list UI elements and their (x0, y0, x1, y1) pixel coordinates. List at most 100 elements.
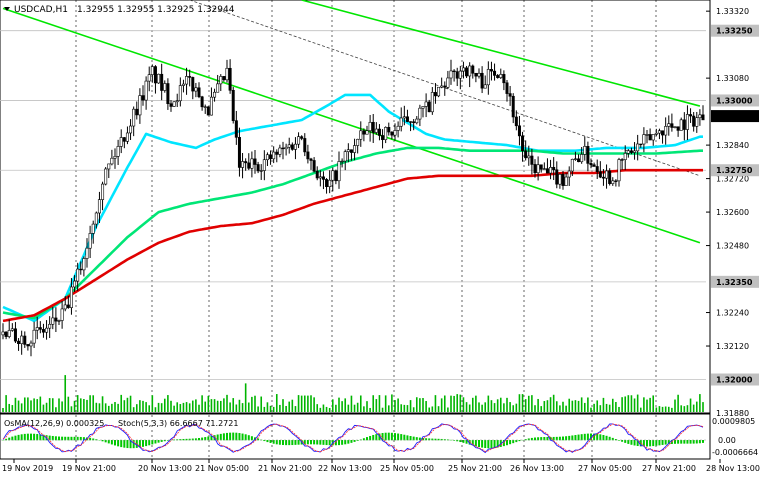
candle-body (41, 329, 45, 333)
osma-bar (366, 437, 368, 441)
candle-body (614, 180, 618, 182)
volume-bar (618, 406, 620, 412)
volume-bar (456, 394, 459, 412)
osma-bar (605, 435, 608, 441)
candle-body (558, 174, 562, 185)
x-tick-label: 27 Nov 05:00 (578, 464, 632, 473)
volume-bar (341, 401, 343, 412)
candle-body (309, 158, 313, 161)
candle-body (474, 72, 478, 77)
volume-bar (437, 406, 440, 412)
volume-bar (219, 400, 222, 412)
volume-bar (633, 398, 636, 412)
volume-bar (294, 406, 297, 412)
volume-bar (699, 394, 701, 412)
osma-bar (104, 440, 107, 443)
candle-body (648, 134, 652, 141)
osma-bar (490, 440, 493, 449)
volume-bar (247, 402, 250, 412)
candle-body (517, 125, 521, 137)
chart-header: USDCAD,H1 1.32955 1.32955 1.32925 1.3294… (4, 5, 235, 15)
candle-body (119, 137, 123, 147)
osma-bar (201, 437, 204, 441)
candle-body (104, 168, 108, 185)
osma-bar (244, 434, 247, 441)
volume-bar (658, 406, 661, 412)
volume-bar (499, 397, 502, 412)
osma-bar (677, 440, 680, 444)
osma-label: OsMA(12,26,9) 0.000325 (4, 419, 104, 428)
dropdown-arrow-icon[interactable] (4, 7, 10, 11)
candle-body (281, 147, 285, 150)
volume-bar (596, 400, 599, 412)
level-badge (711, 275, 759, 288)
candle-body (654, 132, 658, 135)
volume-bar (643, 397, 645, 412)
volume-bar (8, 403, 11, 412)
osma-bar (462, 440, 465, 443)
osma-bar (334, 440, 337, 446)
candle-body (275, 151, 279, 155)
volume-bar (577, 400, 580, 412)
volume-bar (285, 405, 287, 412)
osma-bar (437, 438, 440, 441)
volume-bar (303, 395, 306, 412)
osma-bar (238, 433, 241, 441)
volume-bar (652, 395, 655, 412)
volume-bar (636, 394, 639, 412)
osma-bar (481, 440, 484, 448)
osma-bar (191, 438, 194, 441)
candle-body (110, 157, 114, 165)
volume-bar (64, 375, 67, 412)
osma-bar (291, 440, 294, 446)
osma-bar (222, 433, 225, 441)
volume-bar (384, 395, 387, 412)
volume-bar (583, 402, 586, 412)
candle-body (337, 161, 341, 182)
volume-bar (608, 404, 611, 412)
osma-bar (185, 438, 188, 441)
y-tick-label: 1.32120 (716, 342, 749, 351)
osma-bar (686, 440, 689, 444)
osma-bar (689, 440, 692, 444)
volume-bar (521, 394, 524, 412)
volume-bar (307, 395, 309, 412)
candle-body (209, 96, 213, 116)
osma-bar (642, 440, 645, 447)
volume-bar (630, 395, 633, 412)
time-axis: 19 Nov 2019 19 Nov 21:00 20 Nov 13:00 21 No… (2, 459, 760, 473)
candle-body (315, 170, 319, 179)
volume-bar (387, 405, 390, 412)
candle-body (82, 258, 86, 271)
volume-bar (440, 398, 443, 412)
price-axis: 1.33320 1.33080 1.32840 1.32720 1.32600 1.324… (706, 7, 759, 418)
candle-body (545, 168, 549, 174)
volume-bar (275, 394, 278, 412)
volume-bar (537, 398, 539, 412)
volume-bar (170, 400, 172, 412)
candle-body (399, 117, 403, 127)
volume-bar (443, 395, 446, 412)
candle-body (689, 114, 693, 117)
volume-bar (484, 402, 487, 412)
volume-bar (493, 403, 496, 412)
volume-bar (20, 403, 23, 412)
volume-bar (555, 401, 558, 412)
osma-bar (129, 440, 132, 449)
osma-bar (154, 440, 157, 444)
volume-bar (266, 402, 269, 412)
osma-bar (297, 440, 300, 445)
current-price-label: 1.32944 (716, 112, 753, 121)
volume-bar (409, 400, 412, 412)
volume-bar (686, 405, 689, 412)
osma-bar (583, 433, 586, 441)
volume-bar (61, 401, 63, 412)
volume-bar (689, 398, 692, 412)
volume-bar (325, 406, 328, 412)
volume-bar (39, 396, 42, 412)
volume-bar (257, 406, 259, 412)
candle-body (185, 76, 189, 85)
osma-bar (101, 440, 104, 442)
osma-bar (502, 440, 505, 447)
